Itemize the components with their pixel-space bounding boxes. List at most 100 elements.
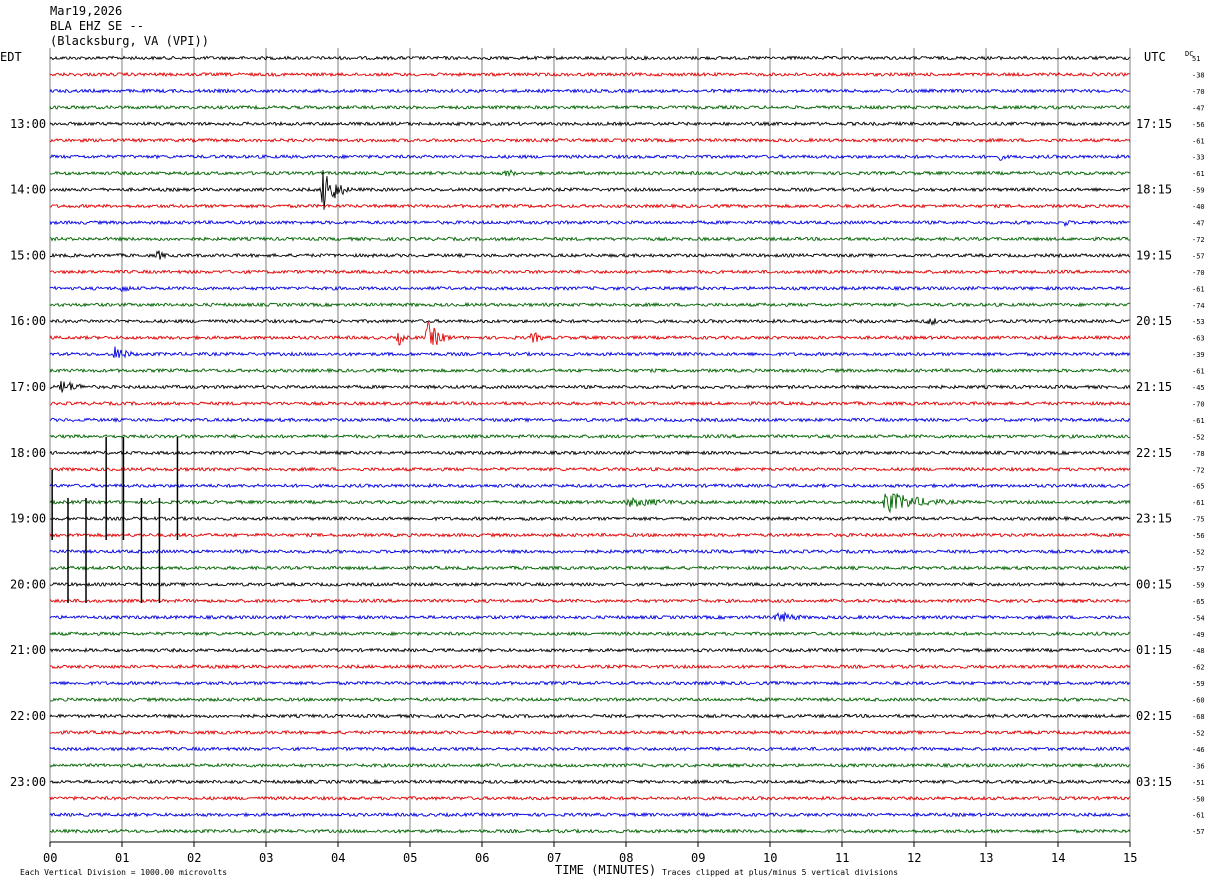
trace-21 <box>49 400 1131 407</box>
dc-offset-22: -61 <box>1192 417 1205 425</box>
seismic-traces <box>49 54 1131 835</box>
x-tick-label: 14 <box>1051 851 1065 865</box>
dc-offset-21: -70 <box>1192 400 1205 408</box>
utc-hour-label: 02:15 <box>1136 709 1172 723</box>
utc-hour-label: 03:15 <box>1136 775 1172 789</box>
trace-9 <box>49 203 1131 210</box>
dc-offset-16: -53 <box>1192 318 1205 326</box>
dc-offset-46: -61 <box>1192 812 1205 820</box>
dc-offset-42: -46 <box>1192 746 1205 754</box>
dc-offset-31: -57 <box>1192 565 1205 573</box>
dc-offset-25: -72 <box>1192 466 1205 474</box>
edt-hour-label: 22:00 <box>10 709 46 723</box>
trace-43 <box>49 762 1131 769</box>
trace-45 <box>49 795 1131 802</box>
trace-28 <box>49 515 1131 522</box>
x-tick-label: 08 <box>619 851 633 865</box>
dc-offset-4: -56 <box>1192 121 1205 129</box>
dc-offset-39: -60 <box>1192 697 1205 705</box>
x-tick-label: 03 <box>259 851 273 865</box>
x-tick-label: 06 <box>475 851 489 865</box>
dc-offset-23: -52 <box>1192 433 1205 441</box>
x-tick-label: 12 <box>907 851 921 865</box>
trace-14 <box>49 285 1131 293</box>
utc-hour-label: 20:15 <box>1136 314 1172 328</box>
dc-offset-40: -68 <box>1192 713 1205 721</box>
dc-offset-8: -59 <box>1192 187 1205 195</box>
dc-offset-18: -39 <box>1192 351 1205 359</box>
trace-2 <box>49 87 1131 94</box>
dc-offset-13: -70 <box>1192 269 1205 277</box>
trace-29 <box>49 532 1131 538</box>
scale-note: Each Vertical Division = 1000.00 microvo… <box>20 868 227 877</box>
utc-hour-label: 01:15 <box>1136 643 1172 657</box>
dc-offset-2: -70 <box>1192 88 1205 96</box>
dc-offset-27: -61 <box>1192 499 1205 507</box>
trace-23 <box>49 433 1131 440</box>
x-tick-label: 05 <box>403 851 417 865</box>
edt-hour-label: 13:00 <box>10 117 46 131</box>
dc-offset-47: -57 <box>1192 828 1205 836</box>
utc-hour-label: 17:15 <box>1136 117 1172 131</box>
trace-36 <box>49 647 1131 654</box>
trace-32 <box>49 581 1131 588</box>
dc-offset-24: -78 <box>1192 450 1205 458</box>
trace-47 <box>49 828 1131 835</box>
trace-8 <box>49 170 1130 210</box>
dc-offset-0: 51 <box>1192 55 1200 63</box>
trace-10 <box>49 219 1131 228</box>
dc-offset-17: -63 <box>1192 335 1205 343</box>
dc-offset-43: -36 <box>1192 762 1205 770</box>
trace-39 <box>49 696 1131 703</box>
edt-hour-labels: 13:00 14:00 15:00 16:00 17:00 18:00 19:00 20:00… <box>10 117 46 789</box>
trace-27 <box>49 493 1131 514</box>
trace-41 <box>49 729 1131 736</box>
trace-35 <box>49 630 1131 637</box>
trace-24 <box>49 449 1131 456</box>
utc-hour-label: 18:15 <box>1136 183 1172 197</box>
trace-44 <box>49 778 1131 785</box>
x-tick-label: 09 <box>691 851 705 865</box>
trace-46 <box>49 811 1131 818</box>
dc-offset-15: -74 <box>1192 302 1205 310</box>
trace-37 <box>49 663 1131 670</box>
trace-22 <box>49 417 1131 423</box>
trace-33 <box>49 598 1131 604</box>
trace-34 <box>49 611 1131 622</box>
dc-offset-5: -61 <box>1192 137 1205 145</box>
minute-grid <box>49 48 1131 843</box>
trace-19 <box>49 367 1131 374</box>
trace-13 <box>49 269 1131 275</box>
chart-header: Mar19,2026 BLA EHZ SE -- (Blacksburg, VA (… <box>50 4 209 49</box>
edt-hour-label: 16:00 <box>10 314 46 328</box>
spike-glitches <box>51 437 179 603</box>
x-tick-label: 13 <box>979 851 993 865</box>
x-tick-label: 07 <box>547 851 561 865</box>
chart-date: Mar19,2026 <box>50 4 123 18</box>
trace-1 <box>49 71 1131 78</box>
x-axis-ticks: 00 01 02 03 04 05 06 07 08 09 10 11 12 13 14 15 <box>43 842 1137 865</box>
dc-offset-36: -48 <box>1192 647 1205 655</box>
trace-3 <box>49 104 1131 111</box>
station-code: BLA EHZ SE -- <box>50 19 144 33</box>
x-tick-label: 00 <box>43 851 57 865</box>
trace-11 <box>49 235 1131 242</box>
x-tick-label: 04 <box>331 851 345 865</box>
dc-offset-44: -51 <box>1192 779 1205 787</box>
trace-20 <box>49 380 1131 393</box>
trace-5 <box>49 137 1131 144</box>
trace-26 <box>49 482 1131 489</box>
x-tick-label: 11 <box>835 851 849 865</box>
trace-15 <box>49 301 1131 308</box>
x-axis-title: TIME (MINUTES) <box>555 863 656 877</box>
utc-hour-label: 19:15 <box>1136 248 1172 262</box>
trace-25 <box>49 466 1131 473</box>
dc-offset-19: -61 <box>1192 368 1205 376</box>
trace-6 <box>49 153 1131 161</box>
dc-offset-9: -40 <box>1192 203 1205 211</box>
x-tick-label: 02 <box>187 851 201 865</box>
dc-offset-7: -61 <box>1192 170 1205 178</box>
trace-4 <box>49 120 1131 127</box>
edt-hour-label: 23:00 <box>10 775 46 789</box>
